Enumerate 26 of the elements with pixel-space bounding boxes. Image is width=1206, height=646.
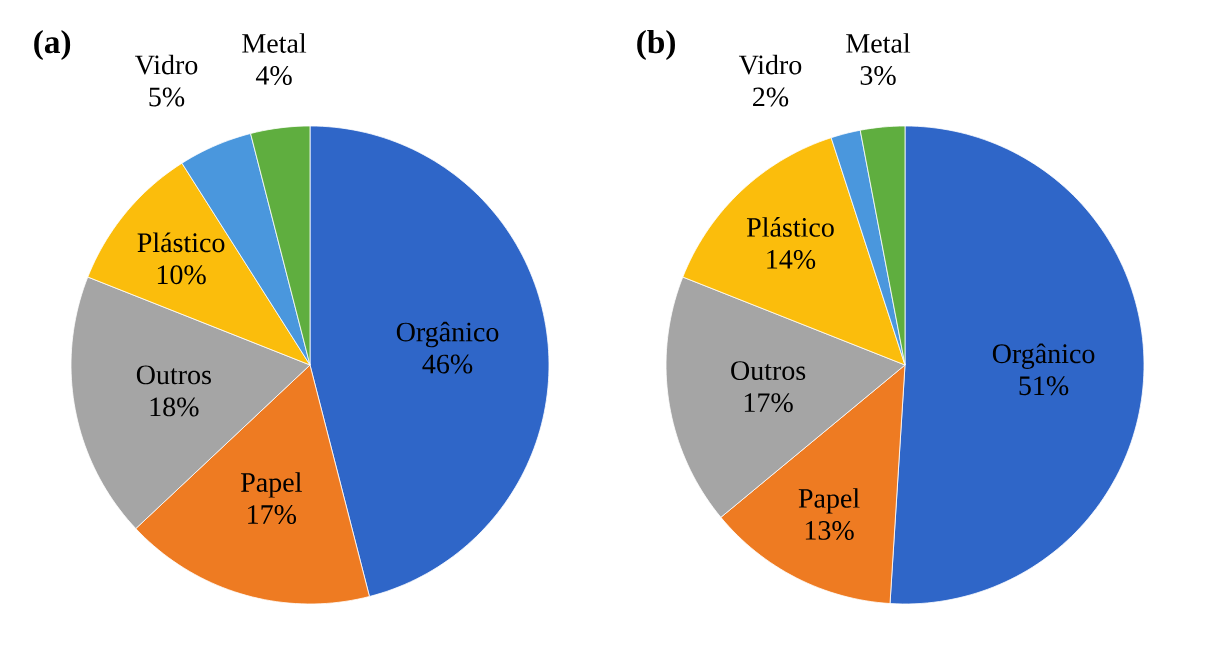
data-label: 17% [248, 505, 297, 525]
slice-label: Metal [242, 33, 307, 53]
slice-label: Plástico [746, 217, 834, 237]
slice-label: Papel [241, 472, 302, 498]
data-label: 4% [255, 65, 292, 85]
slice-label: Plástico [137, 232, 225, 253]
slice-label: Vidro [738, 54, 802, 75]
data-label: 5% [149, 87, 185, 107]
chart-title: (a) [34, 29, 71, 61]
slice-label: Papel [798, 488, 860, 514]
slice-label: Orgânico [396, 321, 499, 348]
data-label: 51% [1019, 376, 1069, 396]
slice-label: Metal [846, 33, 911, 53]
data-label: 3% [860, 65, 896, 85]
slice-label: Outros [731, 361, 806, 381]
data-label: 46% [422, 354, 473, 374]
data-label: 17% [744, 393, 793, 413]
chart-title: (b) [637, 29, 675, 61]
data-label: 2% [753, 87, 789, 107]
slice-label: Orgânico [992, 343, 1095, 369]
slice-label: Outros [136, 365, 211, 385]
slice-label: Vidro [135, 54, 198, 75]
data-label: 14% [767, 249, 816, 269]
data-label: 18% [150, 397, 199, 417]
data-label: 10% [157, 265, 206, 285]
data-label: 13% [805, 520, 854, 540]
